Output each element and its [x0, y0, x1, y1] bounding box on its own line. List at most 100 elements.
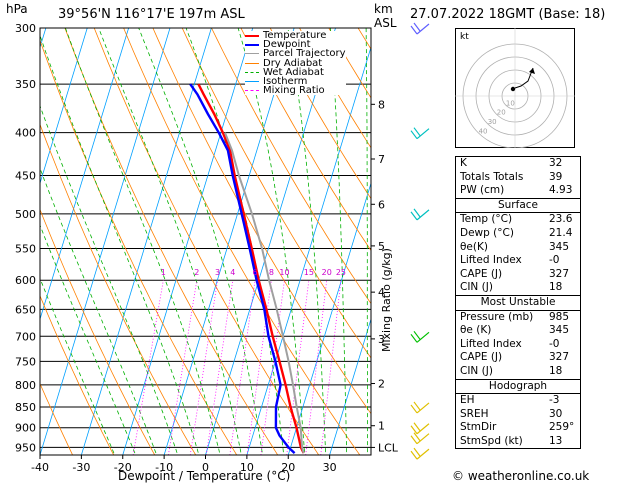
index-row: CIN (J) 18: [456, 281, 580, 295]
isotherm-line: [205, 28, 336, 455]
km-tick-label: LCL: [378, 441, 399, 454]
hodo-title: Hodograph: [456, 380, 580, 395]
mixing-ratio-line: [189, 280, 218, 455]
isotherm-line: [0, 28, 5, 455]
km-tick-label: 1: [378, 420, 385, 433]
mixing-ratio-line: [132, 280, 164, 455]
index-label: SREH: [460, 407, 489, 420]
profile-lines: [189, 83, 305, 454]
dry-adiabat: [240, 28, 371, 252]
km-tick-label: 2: [378, 378, 385, 391]
isotherm-line: [163, 28, 295, 455]
index-label: CAPE (J): [460, 267, 503, 280]
wind-barb-shaft: [416, 128, 430, 140]
dry-adiabat: [40, 382, 74, 455]
legend-item: Temperature: [245, 30, 346, 41]
index-value: 32: [549, 157, 563, 169]
index-value: 30: [549, 407, 563, 420]
dry-adiabat: [64, 28, 279, 455]
legend-swatch: [245, 90, 259, 92]
km-tick-label: 3: [378, 333, 385, 346]
index-label: PW (cm): [460, 184, 505, 197]
pressure-tick-label: 750: [15, 355, 36, 368]
temperature-tick-label: -40: [31, 461, 49, 474]
wind-barb-flag: [413, 447, 421, 457]
wind-barb-shaft: [416, 433, 430, 445]
index-label: StmDir: [460, 421, 497, 434]
hodograph-ring-label: 10: [506, 99, 515, 107]
copyright: © weatheronline.co.uk: [452, 469, 590, 483]
legend-label: Dry Adiabat: [263, 57, 323, 69]
series-temperature: [197, 83, 305, 454]
index-value: 21.4: [549, 226, 573, 239]
mixing-ratio-label: 15: [304, 268, 314, 277]
dry-adiabat: [93, 28, 320, 455]
wind-barb-flag: [413, 208, 421, 218]
index-value: 18: [549, 364, 563, 377]
pressure-tick-label: 850: [15, 401, 36, 414]
pressure-tick-label: 900: [15, 422, 36, 435]
index-row: θe(K) 345: [456, 241, 580, 255]
pressure-tick-label: 500: [15, 208, 36, 221]
wind-barb-shaft: [416, 209, 430, 221]
km-tick-label: 5: [378, 240, 385, 253]
legend-item: Isotherm: [245, 75, 346, 87]
index-label: Dewp (°C): [460, 226, 514, 239]
index-value: 18: [549, 281, 563, 294]
index-row: Lifted Index -0: [456, 338, 580, 352]
index-label: K: [460, 157, 467, 169]
isotherm-line: [40, 28, 171, 455]
mixing-ratio-label: 8: [269, 268, 274, 277]
legend-item: Dry Adiabat: [245, 57, 346, 69]
mixing-ratio-line: [305, 280, 328, 455]
legend: Temperature Dewpoint Parcel Trajectory Dry …: [245, 30, 346, 97]
mixing-ratio-label: 25: [336, 268, 346, 277]
dry-adiabat: [269, 28, 371, 200]
index-row: Lifted Index -0: [456, 254, 580, 268]
mixing-ratio-label: 2: [194, 268, 199, 277]
legend-label: Temperature: [263, 30, 327, 41]
wind-barb-shaft: [416, 402, 430, 414]
storm-motion-marker: [510, 86, 516, 92]
index-value: 327: [549, 267, 570, 280]
index-value: 23.6: [549, 213, 573, 226]
legend-swatch: [245, 71, 259, 73]
legend-label: Mixing Ratio: [263, 85, 325, 97]
index-row: EH -3: [456, 394, 580, 408]
mixing-ratio-label: 1: [161, 268, 166, 277]
wind-barb-shaft: [416, 448, 430, 460]
isotherm-line: [40, 28, 130, 321]
index-label: Pressure (mb): [460, 310, 534, 323]
temperature-tick-label: 20: [281, 461, 295, 474]
wind-barb-flag: [410, 130, 418, 140]
series-dewpoint: [189, 83, 296, 454]
legend-swatch: [245, 80, 259, 82]
hodograph-ring-label: 20: [497, 109, 506, 117]
temperature-tick-label: 0: [202, 461, 209, 474]
pressure-tick-label: 650: [15, 303, 36, 316]
index-label: θe (K): [460, 324, 492, 337]
series-parcel-trajectory: [224, 132, 305, 454]
dry-adiabat: [211, 28, 371, 305]
hpa-axis-unit: hPa: [6, 2, 28, 16]
legend-swatch: [245, 53, 259, 55]
index-label: θe(K): [460, 240, 488, 253]
index-value: -0: [549, 337, 560, 350]
index-label: CAPE (J): [460, 351, 503, 364]
mixing-ratio-line: [205, 280, 234, 455]
temperature-tick-label: 10: [240, 461, 254, 474]
pressure-tick-label: 800: [15, 379, 36, 392]
legend-label: Isotherm: [263, 75, 308, 87]
legend-label: Dewpoint: [263, 39, 311, 51]
legend-swatch: [245, 35, 259, 37]
isotherm-line: [287, 181, 371, 455]
index-row: θe (K) 345: [456, 324, 580, 338]
wind-barb-flag: [413, 422, 421, 432]
isotherm-line: [122, 28, 254, 455]
hodograph-trace: [514, 67, 534, 89]
dry-adiabat: [40, 294, 115, 455]
wet-adiabat: [40, 34, 200, 455]
km-axis-unit: km: [374, 2, 393, 16]
wind-barb-flag: [410, 333, 418, 343]
dry-adiabat: [299, 28, 371, 149]
